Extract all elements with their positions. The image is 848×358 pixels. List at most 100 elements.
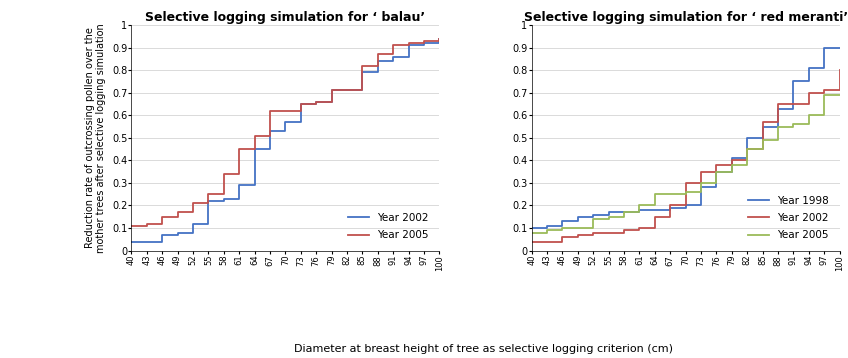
Year 2002 bbox=[572, 233, 583, 237]
Year 1998 bbox=[696, 185, 706, 190]
Year 2005 bbox=[680, 190, 690, 194]
Year 2002 bbox=[296, 102, 306, 106]
Year 2005 bbox=[773, 124, 783, 129]
Year 1998 bbox=[650, 208, 660, 212]
Year 2005 bbox=[126, 224, 137, 228]
Year 2005 bbox=[326, 88, 337, 93]
Year 1998 bbox=[557, 219, 567, 223]
Year 1998 bbox=[665, 205, 675, 210]
Year 2002 bbox=[834, 68, 845, 72]
Year 2002 bbox=[219, 197, 229, 201]
Year 2005 bbox=[789, 122, 799, 126]
Legend: Year 2002, Year 2005: Year 2002, Year 2005 bbox=[343, 208, 434, 245]
Year 2002 bbox=[311, 100, 321, 104]
Legend: Year 1998, Year 2002, Year 2005: Year 1998, Year 2002, Year 2005 bbox=[743, 190, 834, 245]
Year 2005 bbox=[157, 214, 167, 219]
Year 1998 bbox=[789, 79, 799, 83]
Year 2002 bbox=[388, 54, 399, 59]
Year 1998 bbox=[834, 45, 845, 50]
Title: Selective logging simulation for ‘ balau’: Selective logging simulation for ‘ balau… bbox=[145, 11, 426, 24]
Year 2002 bbox=[281, 120, 291, 124]
Year 1998 bbox=[727, 156, 737, 160]
Year 2005 bbox=[542, 228, 552, 232]
Line: Year 1998: Year 1998 bbox=[532, 48, 840, 228]
Year 2005 bbox=[557, 226, 567, 230]
Year 1998 bbox=[527, 226, 537, 230]
Year 2002 bbox=[126, 240, 137, 244]
Year 2002 bbox=[372, 59, 382, 63]
Year 2002 bbox=[204, 199, 214, 203]
Year 1998 bbox=[572, 214, 583, 219]
Year 2002 bbox=[265, 129, 275, 133]
Year 1998 bbox=[589, 212, 599, 217]
Year 2002 bbox=[434, 37, 444, 41]
Year 2005 bbox=[311, 100, 321, 104]
Year 2005 bbox=[742, 147, 752, 151]
Year 2005 bbox=[281, 108, 291, 113]
Year 2005 bbox=[434, 37, 444, 41]
Year 2005 bbox=[296, 102, 306, 106]
Year 1998 bbox=[604, 210, 614, 214]
Year 2005 bbox=[604, 214, 614, 219]
Year 2002 bbox=[727, 158, 737, 163]
Year 2002 bbox=[234, 183, 244, 187]
Year 2005 bbox=[711, 170, 722, 174]
Year 2002 bbox=[357, 70, 367, 74]
Year 2005 bbox=[234, 147, 244, 151]
Year 2002 bbox=[634, 226, 644, 230]
Year 2002 bbox=[142, 240, 152, 244]
Year 2005 bbox=[188, 201, 198, 205]
Year 2005 bbox=[388, 43, 399, 48]
Y-axis label: Reduction rate of outcrossing pollen over the
mother trees after selective loggi: Reduction rate of outcrossing pollen ove… bbox=[85, 23, 106, 253]
Year 1998 bbox=[804, 66, 814, 70]
Text: Diameter at breast height of tree as selective logging criterion (cm): Diameter at breast height of tree as sel… bbox=[294, 344, 672, 354]
Year 2002 bbox=[589, 231, 599, 235]
Year 2005 bbox=[589, 217, 599, 221]
Year 2002 bbox=[249, 147, 259, 151]
Year 2002 bbox=[157, 233, 167, 237]
Year 2005 bbox=[265, 108, 275, 113]
Year 2002 bbox=[604, 231, 614, 235]
Year 2002 bbox=[680, 181, 690, 185]
Year 1998 bbox=[680, 203, 690, 208]
Year 2002 bbox=[757, 120, 767, 124]
Year 2005 bbox=[527, 231, 537, 235]
Year 1998 bbox=[619, 210, 629, 214]
Line: Year 2005: Year 2005 bbox=[532, 95, 840, 233]
Year 2002 bbox=[742, 147, 752, 151]
Year 2002 bbox=[804, 91, 814, 95]
Year 2005 bbox=[219, 172, 229, 176]
Year 2002 bbox=[527, 240, 537, 244]
Title: Selective logging simulation for ‘ red meranti’: Selective logging simulation for ‘ red m… bbox=[523, 11, 848, 24]
Year 1998 bbox=[542, 224, 552, 228]
Year 2002 bbox=[419, 41, 429, 45]
Year 2005 bbox=[757, 138, 767, 142]
Year 2002 bbox=[557, 235, 567, 239]
Year 2005 bbox=[634, 203, 644, 208]
Year 2002 bbox=[342, 88, 352, 93]
Year 2002 bbox=[188, 221, 198, 226]
Year 2005 bbox=[357, 63, 367, 68]
Year 1998 bbox=[711, 170, 722, 174]
Year 2005 bbox=[172, 210, 182, 214]
Year 2002 bbox=[326, 88, 337, 93]
Year 1998 bbox=[742, 136, 752, 140]
Year 2005 bbox=[249, 134, 259, 138]
Year 2002 bbox=[819, 88, 829, 93]
Line: Year 2002: Year 2002 bbox=[131, 39, 439, 242]
Year 2002 bbox=[650, 214, 660, 219]
Year 2005 bbox=[572, 226, 583, 230]
Year 2005 bbox=[419, 39, 429, 43]
Year 2005 bbox=[696, 181, 706, 185]
Year 2005 bbox=[650, 192, 660, 197]
Year 2002 bbox=[789, 102, 799, 106]
Year 2002 bbox=[619, 228, 629, 232]
Year 1998 bbox=[819, 45, 829, 50]
Year 2005 bbox=[342, 88, 352, 93]
Year 2005 bbox=[834, 93, 845, 97]
Line: Year 2005: Year 2005 bbox=[131, 39, 439, 226]
Year 2002 bbox=[665, 203, 675, 208]
Year 2005 bbox=[142, 221, 152, 226]
Year 2005 bbox=[819, 93, 829, 97]
Year 2005 bbox=[204, 192, 214, 197]
